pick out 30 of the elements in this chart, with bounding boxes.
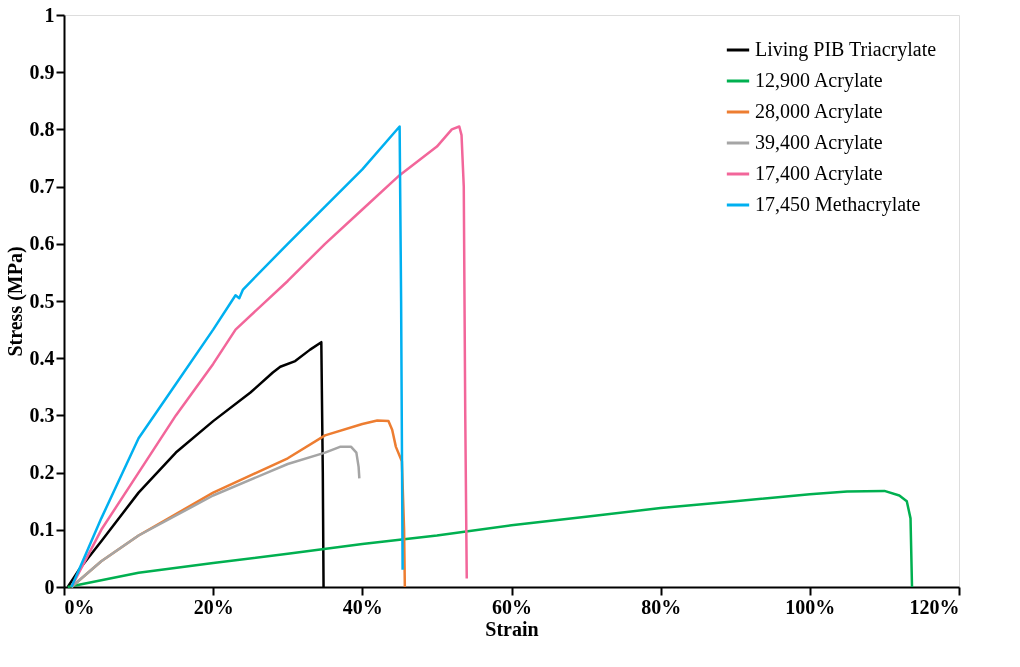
line-series (70, 125, 404, 589)
x-tick-label: 80% (641, 595, 682, 618)
x-tick-label: 60% (492, 595, 532, 618)
y-tick-label: 0.3 (29, 403, 55, 426)
line-series (70, 125, 468, 589)
line-series (70, 445, 361, 589)
legend-label: 39,400 Acrylate (755, 131, 883, 154)
legend-label: 28,000 Acrylate (755, 100, 883, 123)
x-tick-label: 120% (909, 595, 960, 618)
x-tick-label: 20% (193, 595, 234, 618)
y-tick-label: 0 (44, 575, 55, 598)
x-tick-label: 40% (342, 595, 383, 618)
y-tick-label: 0.8 (29, 117, 55, 140)
x-tick-label: 0% (64, 595, 95, 618)
y-axis-title: Stress (MPa) (3, 246, 27, 357)
y-tick-label: 0.4 (29, 346, 55, 369)
legend-label: Living PIB Triacrylate (755, 38, 937, 61)
line-series (66, 489, 914, 589)
y-tick-label: 1 (44, 3, 55, 26)
legend-label: 12,900 Acrylate (755, 69, 883, 92)
legend-label: 17,400 Acrylate (755, 162, 883, 185)
y-tick-label: 0.5 (29, 289, 55, 312)
y-tick-label: 0.2 (29, 461, 55, 484)
y-tick-label: 0.9 (29, 60, 55, 83)
x-axis-title: Strain (485, 617, 539, 640)
y-tick-label: 0.7 (29, 175, 55, 198)
y-tick-label: 0.6 (29, 232, 55, 255)
legend-label: 17,450 Methacrylate (755, 193, 921, 216)
y-tick-label: 0.1 (29, 518, 55, 541)
x-tick-label: 100% (785, 595, 836, 618)
